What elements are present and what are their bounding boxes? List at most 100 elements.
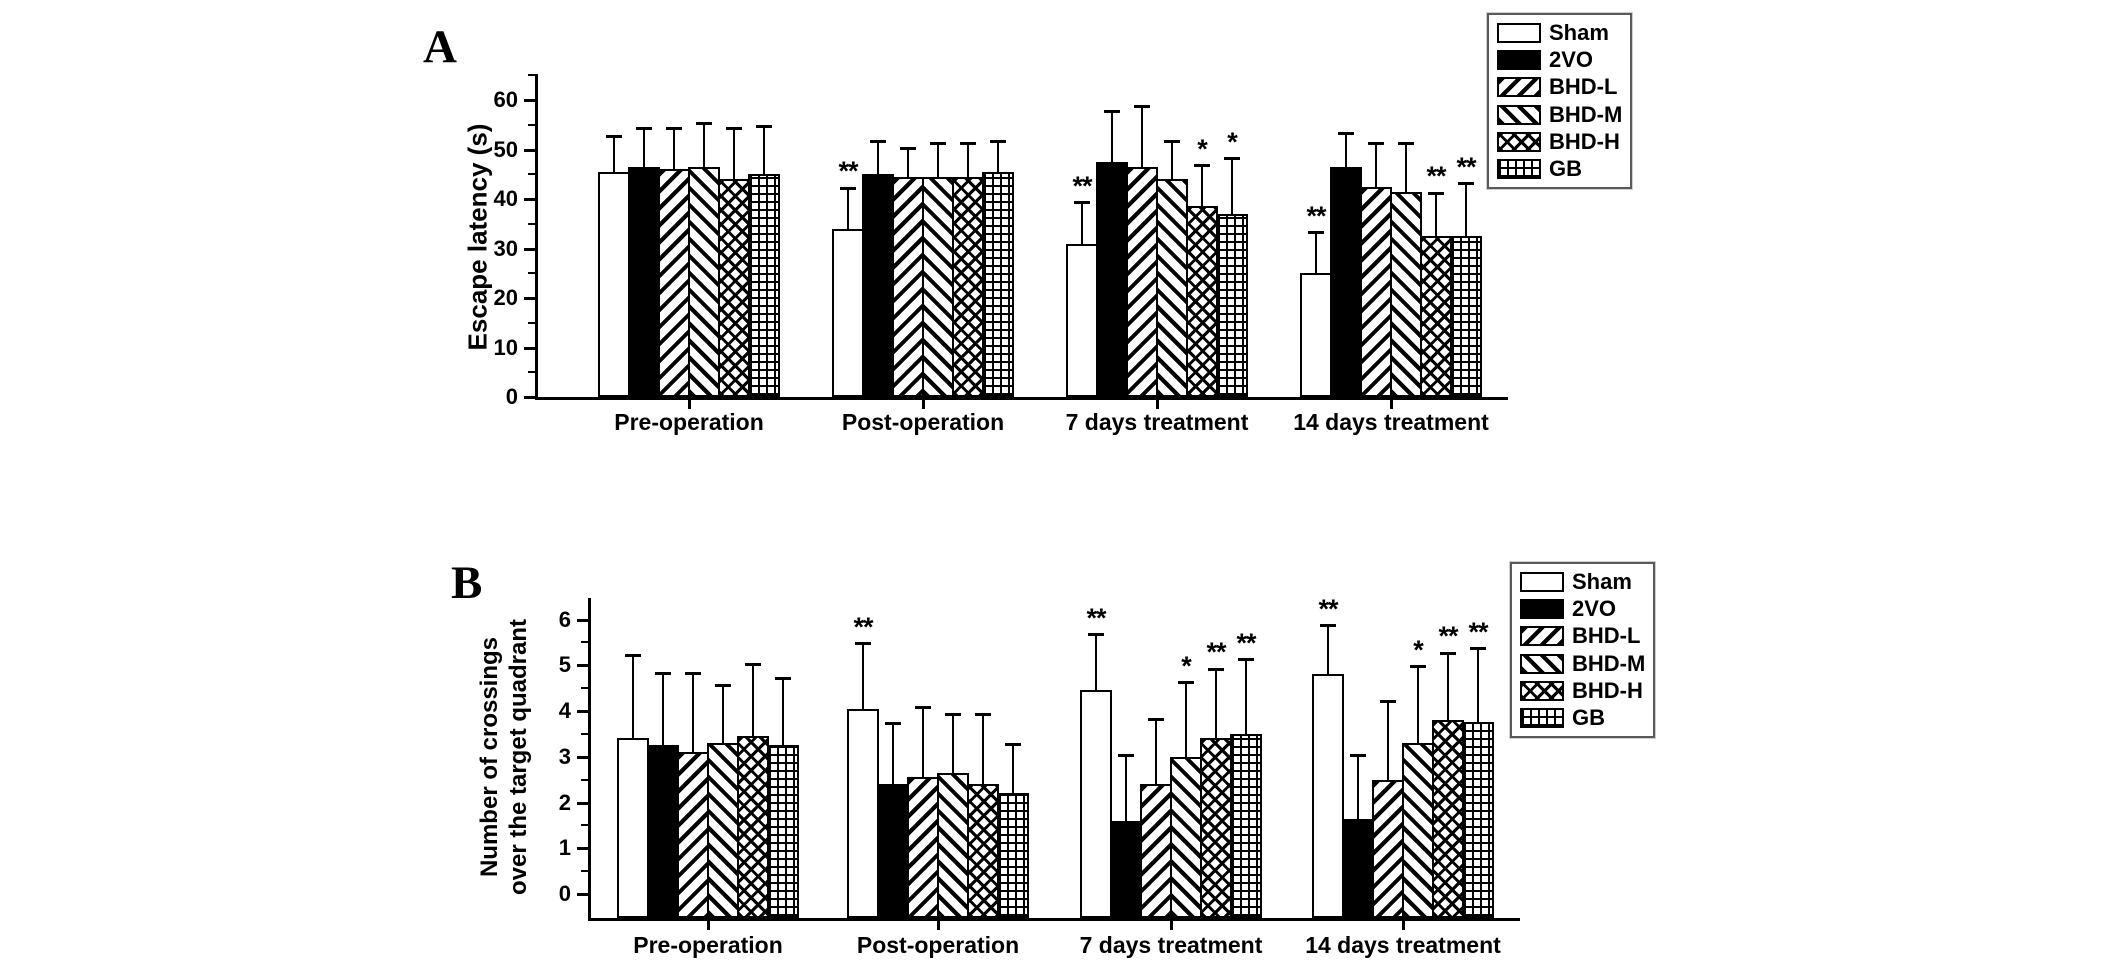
error-bar-stem — [1185, 681, 1187, 759]
bar-gb — [1462, 722, 1494, 918]
error-bar-cap — [666, 127, 682, 131]
bar-sham — [1312, 674, 1344, 918]
panel-b-legend: Sham 2VO BHD-L BHD-M BHD-H GB — [1508, 560, 1657, 740]
error-bar-stem — [1095, 633, 1097, 693]
significance-marker: * — [1197, 134, 1207, 165]
error-bar-stem — [1245, 658, 1247, 736]
bar-bhd-h — [1186, 206, 1218, 397]
error-bar-cap — [685, 672, 701, 676]
bar-sham — [617, 738, 649, 918]
error-bar-stem — [1435, 191, 1437, 239]
bar-bhd-h — [1420, 236, 1452, 397]
error-bar-stem — [1327, 624, 1329, 677]
legend-swatch — [1497, 50, 1541, 71]
significance-marker: ** — [1468, 616, 1488, 647]
bar-2vo — [1330, 166, 1362, 397]
legend-label: Sham — [1572, 569, 1632, 594]
y-major-tick — [524, 396, 535, 399]
y-tick-label: 4 — [558, 698, 571, 723]
bar-sham — [1080, 690, 1112, 918]
error-bar-stem — [937, 142, 939, 179]
error-bar-stem — [632, 653, 634, 741]
y-major-tick — [577, 618, 588, 622]
y-major-tick — [524, 247, 535, 251]
bar-bhd-l — [907, 777, 939, 918]
error-bar-cap — [945, 713, 961, 717]
bar-sham — [832, 228, 864, 397]
panel-a-label: A — [423, 21, 457, 73]
error-bar-stem — [892, 722, 894, 787]
y-major-tick — [524, 198, 535, 201]
x-category-label: Pre-operation — [614, 409, 764, 435]
significance-marker: ** — [1438, 621, 1458, 652]
bar-bhd-m — [1390, 191, 1422, 397]
error-bar-stem — [752, 662, 754, 739]
y-tick-label: 30 — [493, 235, 518, 261]
bar-2vo — [628, 166, 660, 397]
legend-item-2vo: 2VO — [1497, 47, 1622, 72]
y-major-tick — [577, 710, 588, 713]
x-category-label: Pre-operation — [633, 932, 783, 958]
bar-bhd-l — [1140, 784, 1172, 918]
bar-bhd-h — [718, 179, 750, 397]
legend-label: GB — [1572, 704, 1605, 730]
error-bar-stem — [967, 142, 969, 179]
error-bar-cap — [1320, 624, 1336, 628]
bar-2vo — [1342, 818, 1374, 918]
bar-bhd-m — [1156, 179, 1188, 397]
error-bar-stem — [1447, 651, 1449, 723]
error-bar-cap — [855, 642, 871, 646]
legend-item-bhd-m: BHD-M — [1497, 102, 1622, 127]
x-category-label: 7 days treatment — [1065, 409, 1249, 435]
y-minor-tick — [528, 272, 535, 275]
error-bar-stem — [997, 139, 999, 174]
legend-swatch — [1520, 708, 1564, 729]
bar-gb — [997, 793, 1029, 918]
significance-marker: ** — [853, 612, 873, 643]
significance-marker: ** — [1318, 593, 1338, 624]
bar-sham — [847, 708, 879, 918]
significance-marker: ** — [1306, 201, 1326, 231]
bar-gb — [1450, 236, 1482, 397]
error-bar-cap — [1368, 142, 1384, 146]
legend-swatch — [1520, 626, 1564, 647]
x-tick — [688, 400, 691, 409]
legend-swatch — [1520, 599, 1564, 620]
x-category-label: 14 days treatment — [1293, 409, 1489, 435]
error-bar-cap — [1088, 633, 1104, 637]
bar-bhd-l — [677, 752, 709, 918]
error-bar-stem — [1315, 231, 1317, 276]
bar-bhd-l — [892, 176, 924, 397]
error-bar-stem — [1387, 699, 1389, 782]
y-major-tick — [524, 346, 535, 350]
error-bar-stem — [673, 127, 675, 172]
y-tick-label: 60 — [493, 87, 518, 112]
bar-bhd-m — [922, 176, 954, 397]
bar-2vo — [1110, 820, 1142, 918]
error-bar-cap — [775, 676, 791, 680]
error-bar-cap — [1118, 754, 1134, 758]
panel-a-legend: Sham 2VO BHD-L BHD-M BHD-H GB — [1485, 11, 1634, 191]
error-bar-cap — [885, 722, 901, 726]
legend-item-sham: Sham — [1520, 569, 1645, 594]
y-minor-tick — [528, 173, 535, 176]
error-bar-stem — [662, 672, 664, 748]
y-minor-tick — [528, 74, 535, 77]
bar-bhd-m — [1402, 743, 1434, 918]
y-tick-label: 10 — [493, 334, 518, 360]
legend-item-bhd-l: BHD-L — [1497, 75, 1622, 99]
x-category-label: 14 days treatment — [1305, 932, 1501, 958]
y-minor-tick — [528, 123, 535, 126]
error-bar-cap — [1148, 717, 1164, 721]
error-bar-cap — [756, 124, 772, 128]
y-major-tick — [577, 664, 588, 668]
significance-marker: * — [1181, 651, 1191, 682]
y-minor-tick — [581, 824, 588, 827]
error-bar-cap — [1134, 104, 1150, 108]
error-bar-cap — [1350, 754, 1366, 758]
x-tick — [1156, 400, 1159, 409]
y-tick-label: 5 — [558, 652, 571, 678]
y-minor-tick — [528, 371, 535, 374]
error-bar-cap — [1440, 651, 1456, 655]
error-bar-cap — [1194, 164, 1210, 168]
